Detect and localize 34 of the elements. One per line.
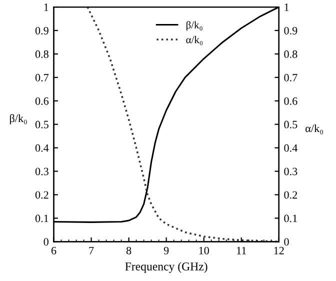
y-tick-label: 0.6	[35, 97, 49, 105]
y-tick-label: 0.9	[35, 26, 48, 34]
x-tick-label: 11	[236, 246, 246, 254]
y2-axis-title: α/k₀	[306, 124, 323, 134]
y2-tick-label: 0.4	[284, 144, 298, 152]
y-axis-title: β/k₀	[10, 114, 27, 124]
y2-tick-label: 0.8	[284, 50, 298, 58]
y-tick-label: 0.3	[35, 168, 48, 176]
x-tick-label: 8	[126, 246, 132, 254]
y-tick-label: 0.1	[35, 214, 48, 222]
x-tick-label: 12	[274, 246, 284, 254]
y-tick-label: 0	[44, 238, 48, 246]
legend-label: α/k₀	[186, 36, 203, 46]
y-tick-label: 0.4	[35, 144, 49, 152]
y2-tick-label: 0.2	[284, 191, 298, 199]
y-tick-label: 0.2	[35, 191, 48, 199]
y2-tick-label: 0.1	[284, 214, 297, 222]
y2-tick-label: 0.3	[284, 168, 298, 176]
y2-tick-label: 0.9	[284, 26, 298, 34]
y-tick-label: 1	[44, 4, 48, 11]
x-tick-label: 10	[199, 246, 209, 254]
y-tick-label: 0.7	[35, 74, 49, 82]
y2-tick-label: 0.5	[284, 120, 298, 128]
x-axis-title: Frequency (GHz)	[125, 262, 208, 273]
x-tick-label: 6	[51, 246, 56, 254]
y2-tick-label: 0	[284, 238, 289, 246]
y-tick-label: 0.8	[35, 50, 48, 58]
y2-tick-label: 0.6	[284, 97, 298, 105]
y-tick-label: 0.5	[35, 120, 48, 128]
y2-tick-label: 1	[284, 4, 289, 11]
legend-label: β/k₀	[186, 21, 202, 31]
x-tick-label: 7	[89, 246, 94, 254]
y2-tick-label: 0.7	[284, 74, 298, 82]
x-tick-label: 9	[164, 246, 169, 254]
